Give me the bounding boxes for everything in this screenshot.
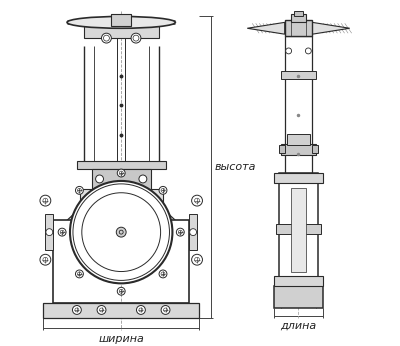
Bar bbox=[274, 276, 323, 286]
Circle shape bbox=[40, 254, 51, 265]
Circle shape bbox=[131, 33, 141, 43]
Bar bbox=[274, 286, 323, 308]
Bar bbox=[279, 145, 285, 153]
Bar bbox=[287, 134, 310, 145]
Circle shape bbox=[161, 306, 170, 315]
Circle shape bbox=[305, 48, 311, 54]
Bar bbox=[84, 26, 159, 38]
Bar bbox=[92, 169, 151, 189]
Circle shape bbox=[102, 33, 111, 43]
Polygon shape bbox=[312, 22, 350, 34]
Circle shape bbox=[40, 195, 51, 206]
Bar bbox=[312, 145, 318, 153]
Circle shape bbox=[76, 270, 83, 278]
Circle shape bbox=[190, 229, 196, 236]
Bar bbox=[44, 303, 199, 318]
Circle shape bbox=[97, 306, 106, 315]
Circle shape bbox=[139, 175, 147, 183]
Bar bbox=[285, 20, 312, 36]
Bar bbox=[77, 161, 166, 169]
Bar bbox=[276, 224, 321, 234]
Ellipse shape bbox=[67, 17, 175, 28]
Bar bbox=[45, 215, 53, 250]
Circle shape bbox=[76, 186, 83, 194]
Bar bbox=[281, 144, 316, 155]
Bar bbox=[281, 71, 316, 79]
Circle shape bbox=[70, 181, 172, 283]
Bar bbox=[279, 173, 318, 286]
Circle shape bbox=[136, 306, 145, 315]
Bar bbox=[111, 15, 131, 26]
Bar bbox=[294, 10, 304, 17]
Circle shape bbox=[159, 270, 167, 278]
Bar bbox=[53, 220, 189, 303]
Circle shape bbox=[176, 228, 184, 236]
Circle shape bbox=[159, 186, 167, 194]
Circle shape bbox=[192, 254, 202, 265]
Circle shape bbox=[117, 169, 125, 177]
Bar bbox=[274, 173, 323, 183]
Circle shape bbox=[117, 287, 125, 295]
Bar bbox=[285, 36, 312, 173]
Bar bbox=[189, 215, 197, 250]
Circle shape bbox=[192, 195, 202, 206]
Text: длина: длина bbox=[280, 321, 317, 331]
Circle shape bbox=[96, 175, 104, 183]
Text: ширина: ширина bbox=[98, 334, 144, 344]
Circle shape bbox=[116, 227, 126, 237]
Circle shape bbox=[286, 48, 292, 54]
Bar bbox=[291, 15, 306, 22]
Bar bbox=[291, 188, 306, 272]
Polygon shape bbox=[247, 22, 285, 34]
Circle shape bbox=[72, 306, 81, 315]
Circle shape bbox=[46, 229, 53, 236]
Text: высота: высота bbox=[215, 162, 256, 172]
Circle shape bbox=[58, 228, 66, 236]
Bar bbox=[80, 189, 162, 209]
